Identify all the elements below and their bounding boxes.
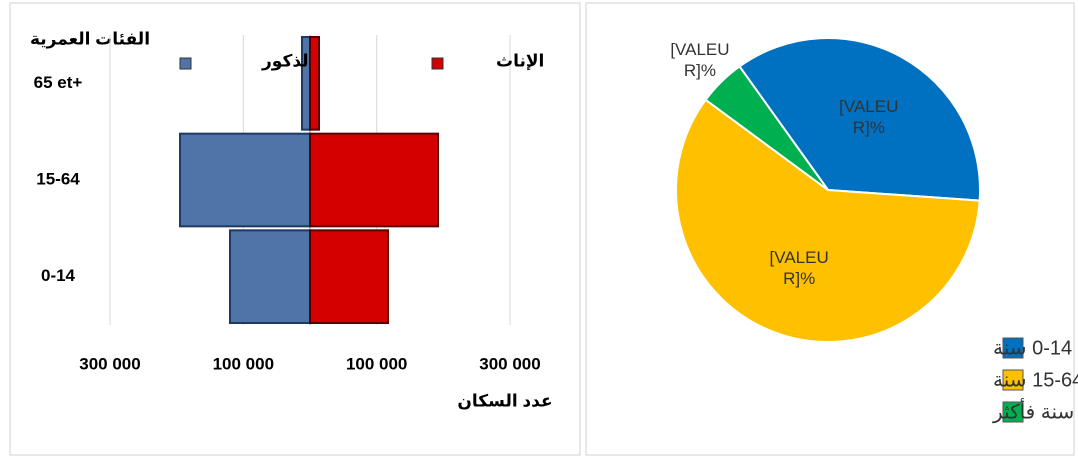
- x-tick-label: 100 000: [213, 354, 274, 373]
- legend-label: 15-64 سنة: [993, 369, 1078, 391]
- legend-swatch: [1002, 369, 1024, 391]
- legend-label: 65 سنة فأكثر: [992, 397, 1078, 423]
- legend-swatch: [1002, 401, 1024, 423]
- data-label: [VALEUR]%: [769, 248, 829, 289]
- pie-slice: [675, 98, 981, 343]
- legend-swatch: [1002, 337, 1024, 359]
- y-tick-label: 15-64: [36, 169, 80, 188]
- pie-slice: [704, 65, 829, 191]
- bar: [309, 132, 439, 228]
- pie-slice: [738, 37, 981, 202]
- bar: [309, 229, 389, 324]
- y-axis-title: الفئات العمرية: [30, 29, 150, 49]
- legend-label: الإناث: [496, 51, 544, 70]
- x-tick-label: 100 000: [346, 354, 407, 373]
- legend-swatch: [179, 57, 192, 70]
- y-tick-label: 0-14: [41, 266, 76, 285]
- data-label: [VALEUR]%: [670, 40, 730, 81]
- y-tick-label: 65 et+: [34, 73, 83, 92]
- bar: [229, 229, 311, 324]
- bar: [309, 36, 320, 131]
- legend-swatch: [431, 57, 444, 70]
- x-tick-label: 300 000: [79, 354, 140, 373]
- data-label: [VALEUR]%: [839, 97, 899, 138]
- x-tick-label: 300 000: [479, 354, 540, 373]
- x-axis-title: عدد السكان: [457, 391, 552, 410]
- bar: [179, 132, 311, 228]
- panel: [585, 2, 1075, 456]
- legend-label: 0-14 سنة: [993, 337, 1072, 359]
- legend-label: الذكور: [261, 51, 314, 71]
- panel: [9, 2, 581, 456]
